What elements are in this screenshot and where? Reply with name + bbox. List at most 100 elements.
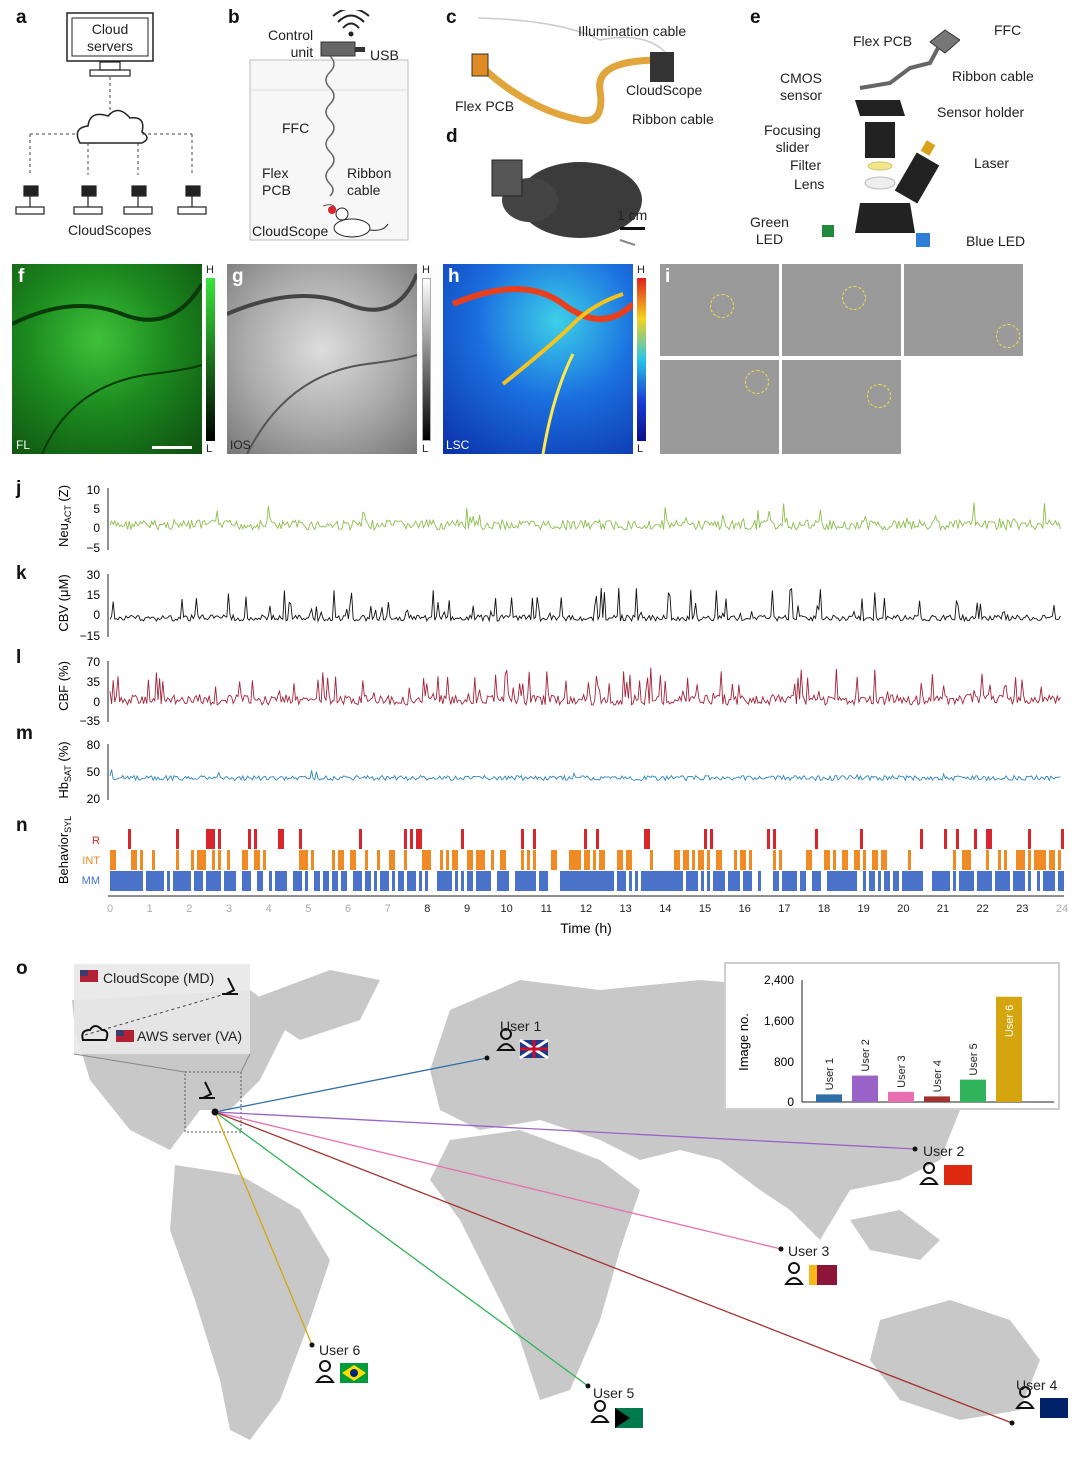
bar-label-2: User 2	[860, 1039, 872, 1071]
behavior-segment-2	[794, 871, 797, 891]
behavior-segment-1	[257, 850, 260, 870]
behavior-segment-2	[269, 871, 272, 891]
behavior-segment-2	[461, 871, 464, 891]
trace-k	[109, 587, 1061, 623]
behavior-segment-1	[692, 850, 695, 870]
behavior-segment-2	[467, 871, 470, 891]
focusing-slider-label: Focusing slider	[764, 122, 821, 155]
behavior-segment-2	[1049, 871, 1052, 891]
behavior-segment-1	[521, 850, 524, 870]
behavior-segment-1	[338, 850, 341, 870]
behavior-segment-1	[365, 850, 368, 870]
time-axis-label: Time (h)	[560, 920, 612, 936]
behavior-segment-2	[650, 871, 653, 891]
behavior-segment-2	[167, 871, 170, 891]
time-tick-label: 7	[385, 903, 391, 915]
flags	[80, 970, 1068, 1428]
control-unit-label: Control unit	[268, 27, 314, 60]
illumination-cable-label: Illumination cable	[578, 23, 687, 39]
behavior-segment-1	[620, 850, 623, 870]
behavior-segment-1	[440, 850, 443, 870]
behavior-segment-1	[569, 850, 572, 870]
behavior-segment-2	[656, 871, 659, 891]
behavior-segment-1	[740, 850, 743, 870]
user-4-label: User 4	[1016, 1377, 1058, 1393]
behavior-segment-1	[908, 850, 911, 870]
colorbar-h-low: L	[637, 443, 644, 455]
behavior-segment-2	[386, 871, 389, 891]
behavior-segment-1	[779, 850, 782, 870]
behavior-segment-1	[701, 850, 704, 870]
time-tick-label: 8	[424, 903, 430, 915]
ticks-m: 80 50 20	[87, 738, 101, 806]
behavior-segment-1	[719, 850, 722, 870]
time-tick-label: 12	[580, 903, 592, 915]
behavior-segment-2	[590, 871, 593, 891]
behavior-segment-2	[542, 871, 545, 891]
behavior-segment-2	[593, 871, 596, 891]
behavior-segment-2	[776, 871, 779, 891]
frame-3	[904, 264, 1023, 356]
behavior-segment-1	[422, 850, 425, 870]
time-axis-ticks: 0 1 2 3 4 5 6 7 8 9 10 11 12 13 14 15 16 17 18 19 20 21 22 23 24	[107, 903, 1068, 915]
behavior-segment-2	[884, 871, 887, 891]
behavior-segment-2	[701, 871, 704, 891]
behavior-segment-0	[176, 829, 179, 849]
behavior-segment-1	[503, 850, 506, 870]
behavior-segment-2	[677, 871, 680, 891]
behavior-segment-2	[407, 871, 410, 891]
behavior-segment-2	[605, 871, 608, 891]
behavior-segment-2	[983, 871, 986, 891]
behavior-segment-2	[854, 871, 857, 891]
time-tick-label: 0	[107, 903, 113, 915]
ticks-n: R INT MM	[82, 835, 101, 887]
svg-text:10: 10	[87, 483, 101, 497]
panel-label-j: j	[16, 478, 22, 499]
behavior-segment-2	[584, 871, 587, 891]
svg-text:0: 0	[93, 521, 100, 535]
behavior-segment-2	[719, 871, 722, 891]
svg-text:MM: MM	[82, 875, 100, 887]
behavior-segment-2	[440, 871, 443, 891]
behavior-segment-2	[728, 871, 731, 891]
flex-pcb-label-e: Flex PCB	[853, 33, 913, 49]
behavior-segment-2	[665, 871, 668, 891]
behavior-segment-2	[413, 871, 416, 891]
panel-label-d: d	[446, 126, 458, 147]
ylabel-j: NeuACT (Z)	[56, 485, 73, 547]
user-icons	[315, 1028, 1035, 1423]
svg-text:INT: INT	[82, 855, 100, 867]
behavior-segment-0	[974, 829, 977, 849]
behavior-segment-0	[281, 829, 284, 849]
svg-text:80: 80	[87, 738, 101, 752]
behavior-segment-2	[686, 871, 689, 891]
behavior-segment-2	[602, 871, 605, 891]
filter-label: Filter	[790, 157, 822, 173]
behavior-segment-1	[350, 850, 353, 870]
behavior-segment-2	[341, 871, 344, 891]
bar-ylabel: Image no.	[736, 1013, 751, 1071]
behavior-segment-2	[293, 871, 296, 891]
behavior-segment-2	[938, 871, 941, 891]
behavior-segment-1	[857, 850, 860, 870]
behavior-segment-2	[563, 871, 566, 891]
ticks-l: 70 35 0 −35	[80, 655, 101, 728]
panel-h-lsc-image	[443, 264, 633, 454]
behavior-segment-1	[698, 850, 701, 870]
behavior-segment-1	[392, 850, 395, 870]
behavior-segment-0	[584, 829, 587, 849]
behavior-segment-1	[629, 850, 632, 870]
behavior-segment-2	[368, 871, 371, 891]
behavior-segment-2	[641, 871, 644, 891]
behavior-segment-2	[1016, 871, 1019, 891]
behavior-segment-2	[140, 871, 143, 891]
behavior-segment-2	[689, 871, 692, 891]
ffc-label: FFC	[282, 120, 310, 136]
behavior-segment-2	[671, 871, 674, 891]
behavior-segment-1	[575, 850, 578, 870]
behavior-segment-2	[893, 871, 896, 891]
behavior-segment-2	[275, 871, 278, 891]
bar-2	[852, 1075, 878, 1102]
behavior-segment-0	[956, 829, 959, 849]
bar-yticks: 2,400 1,600 800 0	[764, 973, 794, 1109]
